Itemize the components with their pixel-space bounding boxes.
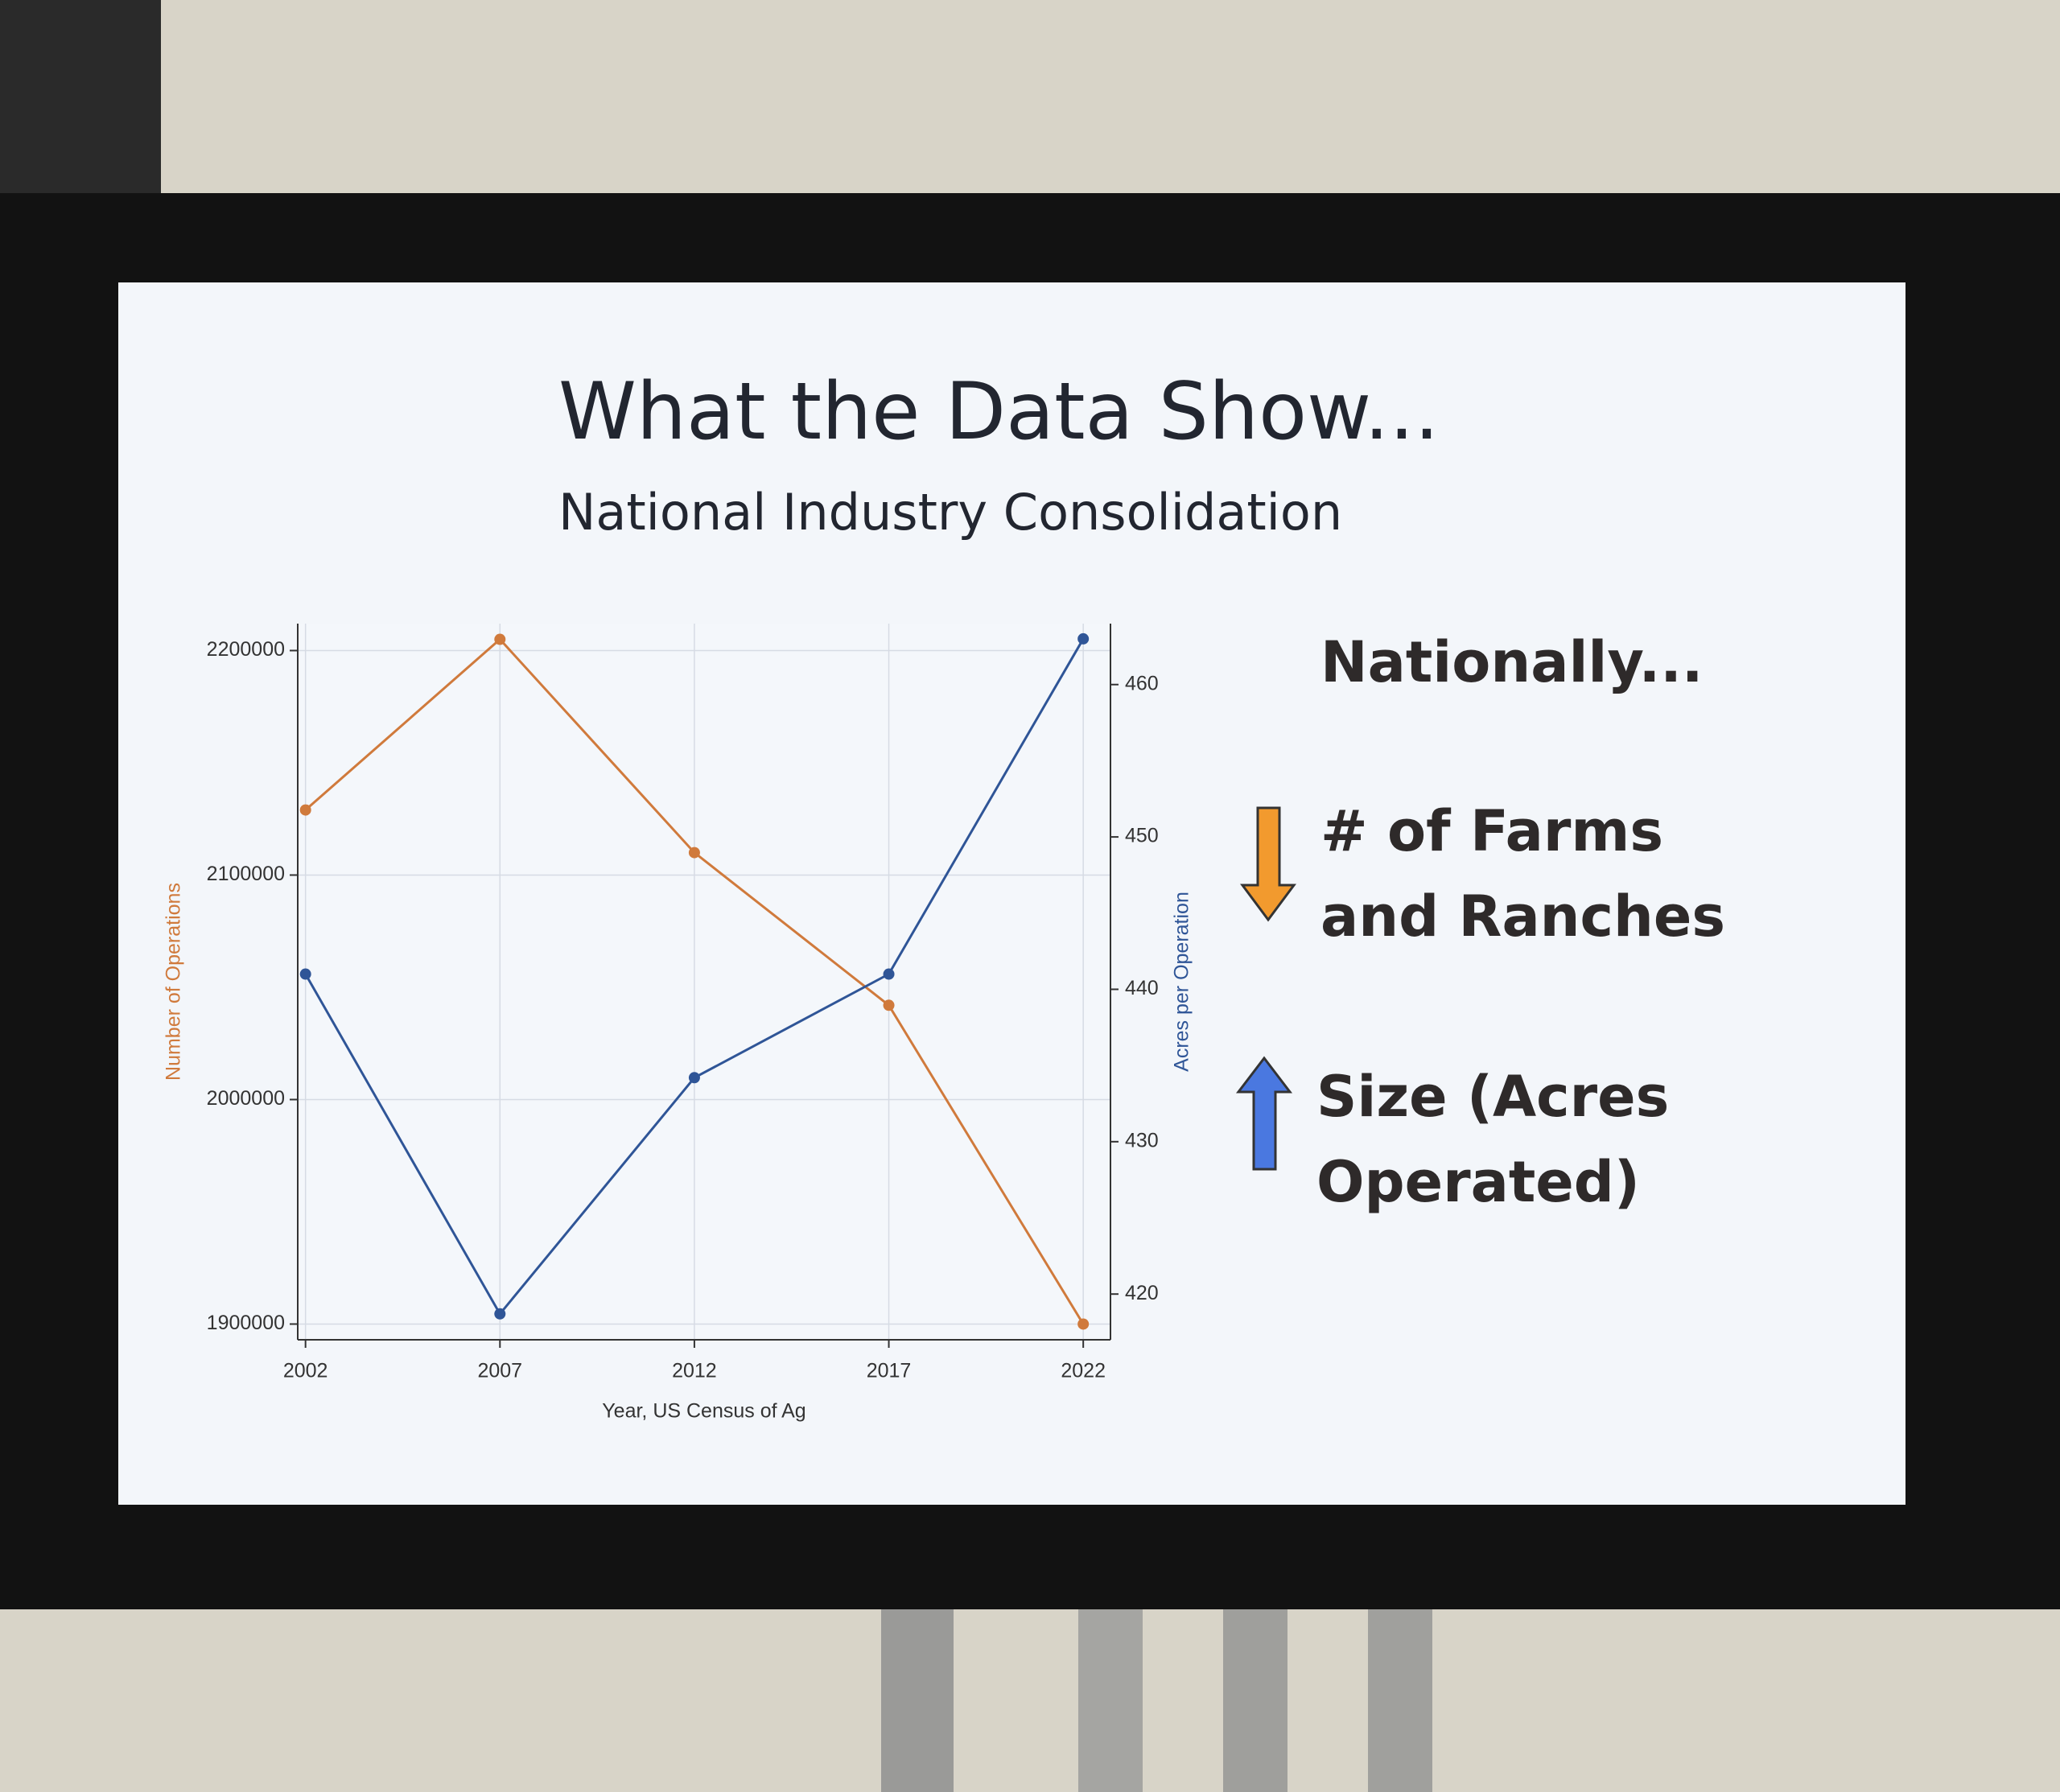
slide-subtitle: National Industry Consolidation (558, 483, 1343, 542)
up-arrow (1235, 1056, 1293, 1171)
point (688, 847, 700, 859)
slide-title: What the Data Show... (558, 366, 1440, 458)
y2-tick-label: 420 (1125, 1282, 1159, 1304)
y2-axis-label: Acres per Operation (1171, 892, 1193, 1072)
x-tick-label: 2022 (1061, 1360, 1106, 1382)
point (688, 1072, 700, 1084)
x-tick-label: 2007 (477, 1360, 522, 1382)
y-tick-label: 2200000 (207, 638, 285, 661)
y2-tick-label: 460 (1125, 672, 1159, 694)
stand-leg (1078, 1577, 1143, 1792)
annotation: Size (Acres Operated) (1316, 1064, 1670, 1215)
point (883, 968, 895, 980)
x-tick-label: 2002 (283, 1360, 328, 1382)
plot-area (298, 624, 1110, 1340)
point (494, 1308, 506, 1320)
y-tick-label: 2100000 (207, 863, 285, 885)
dark-corner (0, 0, 161, 209)
point (1077, 632, 1090, 645)
stand-leg (1223, 1577, 1288, 1792)
stand-leg (1368, 1577, 1432, 1792)
annotation: # of Farms and Ranches (1320, 798, 1725, 950)
y-tick-label: 2000000 (207, 1087, 285, 1110)
x-axis-label: Year, US Census of Ag (602, 1400, 805, 1423)
point (1077, 1318, 1090, 1330)
point (883, 999, 895, 1011)
point (299, 804, 311, 816)
y-axis-label: Number of Operations (163, 883, 185, 1081)
y2-tick-label: 440 (1125, 977, 1159, 999)
point (299, 968, 311, 980)
down-arrow (1240, 806, 1296, 922)
x-tick-label: 2012 (672, 1360, 717, 1382)
point (494, 633, 506, 645)
x-tick-label: 2017 (867, 1360, 912, 1382)
y2-tick-label: 430 (1125, 1129, 1159, 1151)
y2-tick-label: 450 (1125, 825, 1159, 847)
y-tick-label: 1900000 (207, 1312, 285, 1334)
stand-leg (881, 1577, 954, 1792)
annotation: Nationally... (1320, 629, 1704, 695)
